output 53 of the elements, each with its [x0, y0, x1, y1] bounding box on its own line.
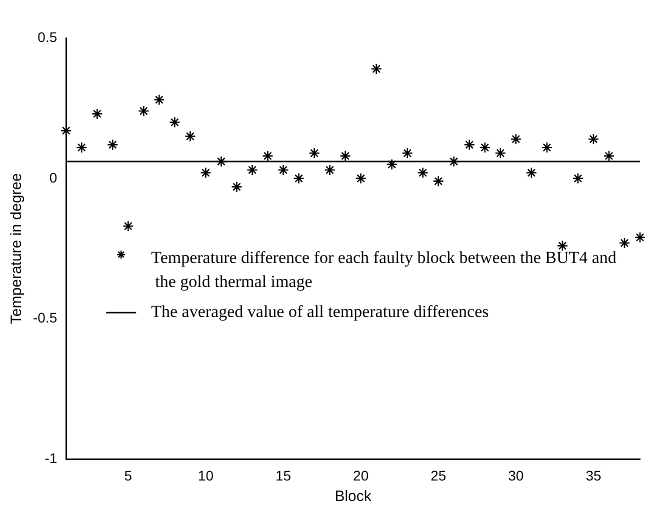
x-tick-label: 35	[586, 467, 602, 484]
point	[634, 232, 646, 244]
point	[572, 172, 584, 184]
legend-label: Temperature difference for each faulty block between the BUT4 and the gold thermal image	[151, 248, 617, 292]
point	[324, 164, 336, 176]
point	[510, 133, 522, 145]
y-tick-label: -0.5	[33, 310, 58, 326]
point	[494, 147, 506, 159]
point	[216, 156, 227, 168]
point	[107, 139, 118, 150]
point	[246, 164, 258, 176]
point	[200, 167, 212, 178]
point	[556, 240, 568, 252]
y-axis-title: Temperature in degree	[8, 173, 26, 324]
point	[184, 130, 196, 142]
point	[402, 147, 413, 159]
point	[448, 156, 460, 168]
x-tick-label: 25	[430, 467, 446, 484]
point	[541, 142, 553, 154]
point	[464, 139, 476, 150]
point	[588, 133, 600, 145]
legend-label: The averaged value of all temperature differences	[151, 302, 489, 322]
y-tick-label: 0	[49, 169, 58, 186]
point	[479, 142, 491, 154]
x-tick-label: 20	[353, 467, 369, 484]
point	[169, 116, 180, 128]
x-tick-label: 10	[198, 467, 214, 484]
x-tick-label: 30	[508, 467, 524, 484]
y-tick-label: 0.5	[38, 28, 58, 45]
point	[386, 158, 398, 170]
point	[278, 164, 289, 176]
point	[138, 105, 150, 117]
point	[76, 142, 88, 154]
point	[618, 237, 630, 249]
x-axis-title: Block	[334, 488, 372, 506]
x-tick-label: 5	[124, 467, 132, 484]
point	[603, 150, 615, 162]
y-tick-label: -1	[44, 450, 58, 466]
point	[122, 220, 134, 232]
point	[308, 147, 320, 159]
point	[432, 176, 444, 187]
point	[231, 181, 242, 192]
point	[340, 150, 351, 162]
point	[526, 167, 538, 178]
x-tick-label: 15	[275, 467, 292, 484]
point	[154, 94, 165, 106]
point	[370, 63, 382, 75]
point	[91, 108, 103, 120]
point	[262, 150, 274, 162]
point	[60, 125, 72, 136]
point	[417, 167, 429, 178]
point	[293, 172, 304, 184]
point	[355, 172, 366, 184]
